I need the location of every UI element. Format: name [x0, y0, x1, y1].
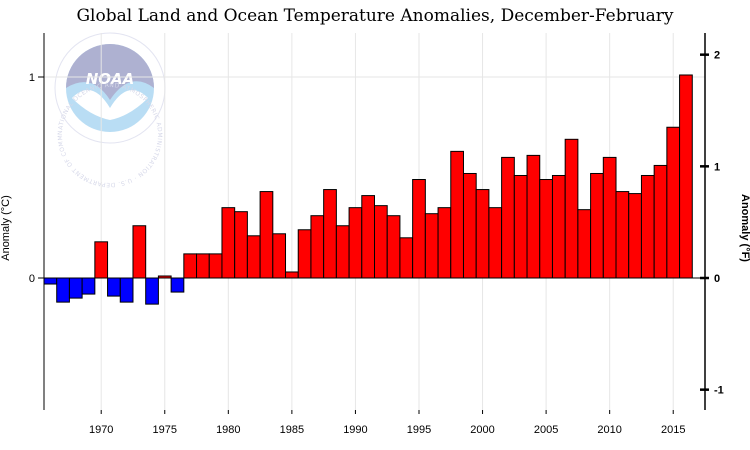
bar-2012 [628, 193, 642, 279]
logo-ring-text: NATIONAL OCEANIC AND ATMOSPHERIC ADMINIS… [0, 0, 163, 188]
bar-1999 [462, 172, 477, 279]
bar-2006 [551, 174, 566, 279]
bar-1973 [132, 225, 147, 279]
bar-2004 [526, 154, 541, 279]
bar-1994 [399, 237, 414, 279]
x-tick-label: 2010 [597, 424, 621, 436]
x-tick-label: 1975 [153, 424, 177, 436]
bar-1982 [246, 235, 261, 279]
bar-2008 [577, 209, 592, 279]
y-axis-label: Anomaly (°C) [0, 195, 12, 261]
bar-2013 [640, 174, 655, 279]
bars [43, 74, 705, 305]
bar-1989 [335, 225, 350, 279]
bar-1998 [450, 150, 464, 279]
noaa-logo: NOAA NATIONAL OCEANIC AND ATMOSPHERIC AD… [0, 0, 166, 188]
bar-1990 [348, 207, 363, 279]
x-tick-label: 1985 [280, 424, 304, 436]
bar-1986 [297, 229, 312, 279]
y-tick-label-right: 1 [714, 161, 720, 173]
y-tick-label-right: 0 [714, 273, 720, 285]
bar-1977 [183, 253, 198, 279]
bar-2010 [602, 156, 617, 279]
bar-2011 [615, 191, 630, 279]
x-tick-label: 1970 [89, 424, 113, 436]
x-tick-label: 1980 [216, 424, 240, 436]
y-tick-label-right: 2 [714, 50, 720, 62]
bar-1967 [56, 277, 70, 303]
bar-1997 [437, 207, 452, 279]
bar-1993 [386, 215, 401, 279]
x-tick-label: 1995 [407, 424, 431, 436]
bar-1981 [234, 211, 248, 279]
bar-1978 [196, 253, 210, 279]
bar-2007 [564, 138, 579, 279]
bar-1992 [374, 205, 388, 279]
bar-2016 [679, 74, 693, 279]
bar-2002 [501, 156, 515, 279]
bar-1968 [68, 277, 83, 299]
x-tick-label: 2005 [534, 424, 558, 436]
bar-1972 [119, 277, 134, 303]
y-ticks-left: 01 [29, 72, 44, 285]
x-ticks: 1970 1975 1980 1985 1990 1995 2000 2005 2010 2015 [89, 410, 685, 436]
x-tick-label: 1990 [343, 424, 367, 436]
bar-1969 [81, 277, 96, 295]
y-tick-label-right: -1 [714, 385, 724, 397]
bar-1985 [285, 271, 299, 279]
y-tick-label: 1 [29, 72, 35, 84]
bar-2001 [488, 207, 503, 279]
axes [43, 33, 706, 410]
y-ticks-right: -1 0 1 2 [700, 50, 724, 397]
bar-2003 [513, 174, 528, 279]
bar-1979 [208, 253, 223, 279]
bar-1974 [145, 277, 159, 305]
bar-1984 [272, 233, 287, 279]
chart-title: Global Land and Ocean Temperature Anomal… [76, 6, 673, 26]
bar-2015 [666, 126, 681, 279]
bar-1970 [94, 241, 109, 279]
bar-2014 [653, 164, 668, 279]
bar-1988 [323, 189, 337, 279]
bar-1987 [310, 215, 325, 279]
bar-1983 [259, 191, 274, 279]
bar-1991 [361, 195, 375, 279]
x-tick-label: 2015 [661, 424, 685, 436]
x-tick-label: 2000 [470, 424, 494, 436]
logo-mark-text: NOAA [86, 70, 135, 88]
bar-2000 [475, 189, 490, 279]
bar-1996 [424, 213, 439, 279]
bar-2009 [590, 172, 604, 279]
bar-2005 [539, 179, 553, 279]
y-axis-label-right: Anomaly (°F) [739, 194, 750, 262]
bar-1980 [221, 207, 236, 279]
y-tick-label: 0 [29, 273, 35, 285]
bar-1995 [412, 179, 426, 279]
bar-1976 [170, 277, 185, 293]
bar-1966 [43, 277, 58, 285]
bar-1971 [107, 277, 121, 297]
